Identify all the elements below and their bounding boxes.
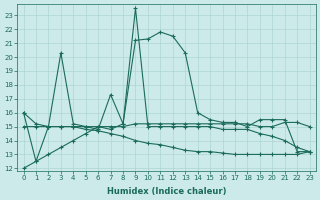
X-axis label: Humidex (Indice chaleur): Humidex (Indice chaleur) bbox=[107, 187, 226, 196]
